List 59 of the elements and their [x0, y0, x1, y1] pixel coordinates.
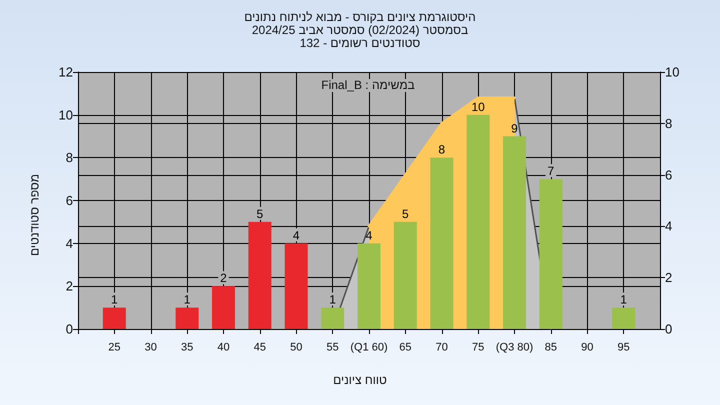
x-tick-label: 25 [108, 342, 120, 354]
data-label: 5 [256, 206, 264, 221]
x-tick-label: 50 [290, 342, 302, 354]
y-tick-label: 6 [66, 193, 73, 208]
bar [612, 308, 636, 329]
data-label: 9 [511, 121, 518, 136]
x-tick-label: (Q1 60) [350, 342, 388, 354]
x-tick-label: 85 [544, 342, 557, 354]
x-tick-label: 95 [618, 342, 630, 354]
data-label: 10 [471, 100, 486, 114]
bar [176, 308, 199, 329]
data-label: 1 [184, 292, 191, 307]
y-tick-label: 4 [66, 236, 73, 251]
y-tick-label: 10 [58, 107, 73, 122]
y2-tick-label: 6 [665, 167, 672, 182]
bar [284, 243, 308, 329]
bar [503, 136, 526, 329]
bar [102, 308, 126, 329]
y2-tick-label: 2 [665, 270, 672, 286]
data-label: 7 [548, 164, 555, 178]
bar [358, 243, 380, 329]
x-tick-label: 65 [399, 342, 412, 354]
bar [539, 179, 562, 329]
data-label: 1 [620, 292, 628, 307]
bar [321, 308, 344, 329]
chart-title: היסטוגרמת ציונים בקורס - מבוא לניתוח נתונים [244, 10, 476, 24]
y2-tick-label: 10 [665, 64, 680, 80]
x-axis-title: טווח ציונים [333, 373, 387, 387]
y-axis-title: מספר סטודנטים [28, 174, 42, 256]
data-label: 4 [366, 228, 373, 242]
x-tick-label: (Q3 80) [496, 342, 534, 354]
x-tick-label: 55 [326, 342, 339, 354]
bar [212, 286, 235, 329]
y2-tick-label: 4 [665, 218, 672, 234]
annotation: במשימה : Final_B [319, 78, 417, 92]
bar [248, 222, 272, 329]
chart-subtitle: בסמסטר (02/2024) סמסטר אביב 2024/25 סטודנטים רשומים - 132 [252, 23, 468, 50]
data-label: 5 [402, 206, 410, 221]
data-label: 2 [220, 271, 228, 286]
y-tick-label: 2 [66, 278, 73, 294]
y-tick-label: 0 [66, 322, 73, 336]
y-tick-label: 8 [66, 150, 73, 166]
data-label: 8 [438, 142, 446, 157]
x-tick-label: 30 [144, 342, 157, 354]
y2-tick-label: 0 [665, 322, 672, 336]
bar [394, 222, 417, 329]
y2-tick-label: 8 [665, 116, 672, 131]
bar [466, 114, 490, 329]
data-label: 1 [111, 292, 118, 307]
y-tick-label: 12 [58, 64, 73, 80]
x-tick-label: 70 [436, 342, 448, 354]
x-tick-label: 35 [181, 342, 194, 354]
bar [430, 158, 454, 329]
x-tick-label: 90 [581, 342, 594, 354]
x-tick-label: 45 [254, 342, 266, 354]
x-tick-label: 40 [217, 342, 230, 354]
data-label: 4 [292, 228, 300, 242]
x-tick-label: 75 [472, 342, 484, 354]
data-label: 1 [329, 292, 336, 307]
